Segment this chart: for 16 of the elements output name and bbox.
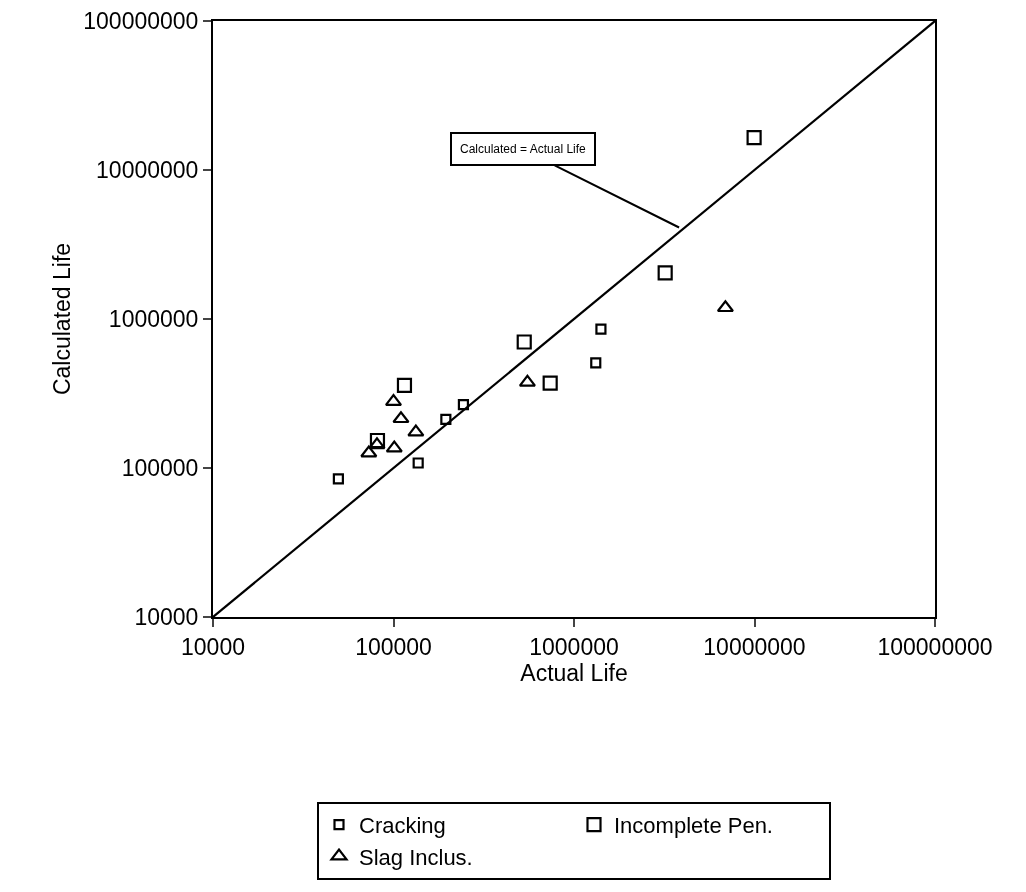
y-axis-title: Calculated Life [49, 242, 76, 396]
y-tick-label: 100000 [121, 455, 199, 482]
legend-label: Slag Inclus. [359, 844, 473, 870]
legend-label: Incomplete Pen. [614, 813, 773, 839]
y-tick-label: 1000000 [108, 306, 199, 333]
x-tick-label: 10000 [181, 633, 245, 660]
y-tick-label: 100000000 [83, 8, 199, 35]
x-tick-label: 100000 [355, 633, 432, 660]
x-tick-label: 1000000 [529, 633, 619, 660]
x-axis-title: Actual Life [520, 659, 628, 686]
y-tick-label: 10000000 [96, 157, 199, 184]
x-tick-label: 100000000 [877, 633, 993, 660]
legend-label: Cracking [359, 813, 446, 839]
x-tick-label: 10000000 [703, 633, 806, 660]
y-tick-label: 10000 [134, 604, 199, 631]
annotation: Calculated = Actual Life [460, 142, 587, 156]
